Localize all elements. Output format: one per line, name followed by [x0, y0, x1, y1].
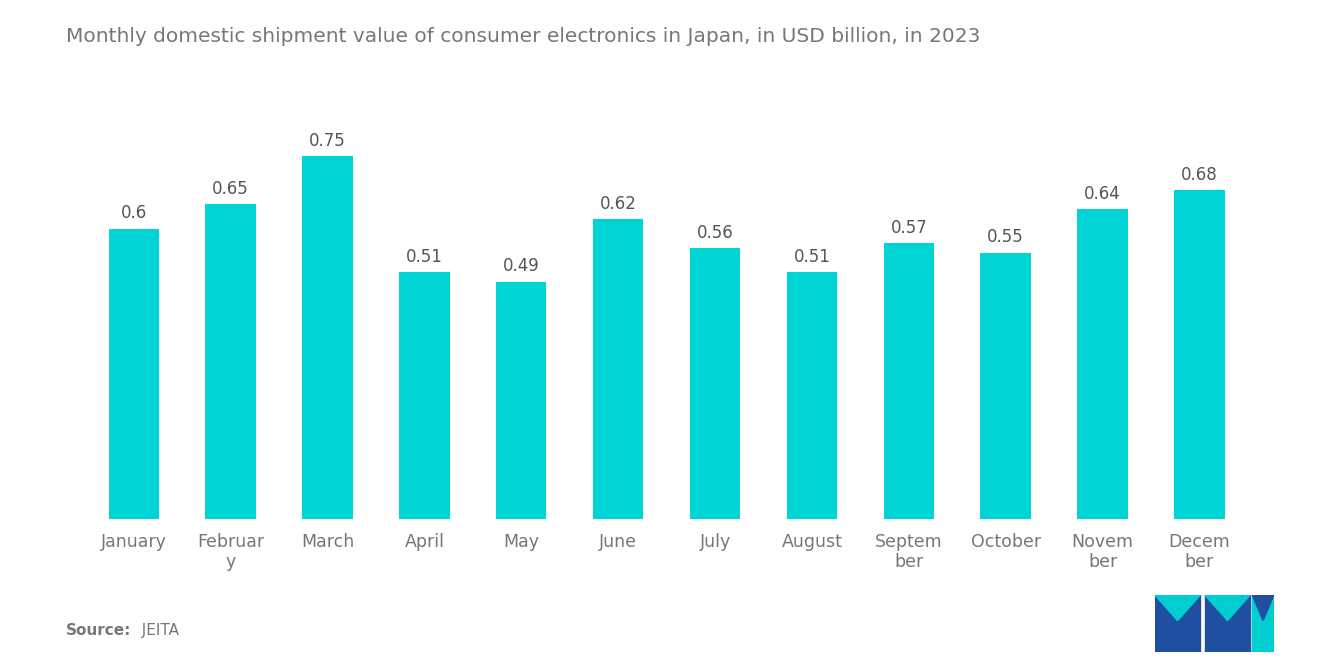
- Text: Monthly domestic shipment value of consumer electronics in Japan, in USD billion: Monthly domestic shipment value of consu…: [66, 27, 981, 46]
- Polygon shape: [1205, 595, 1250, 620]
- Polygon shape: [1205, 595, 1250, 652]
- Bar: [206, 204, 256, 519]
- Bar: [1077, 209, 1127, 519]
- Text: 0.57: 0.57: [891, 219, 927, 237]
- Text: 0.62: 0.62: [599, 195, 636, 213]
- Text: 0.64: 0.64: [1084, 185, 1121, 203]
- Bar: [108, 229, 158, 519]
- Bar: [787, 272, 837, 519]
- Polygon shape: [1155, 595, 1200, 620]
- Bar: [1175, 190, 1225, 519]
- Polygon shape: [1155, 595, 1200, 652]
- Text: Source:: Source:: [66, 623, 132, 638]
- Bar: [690, 248, 741, 519]
- Bar: [496, 282, 546, 519]
- Text: 0.51: 0.51: [793, 248, 830, 266]
- Bar: [302, 156, 352, 519]
- Bar: [883, 243, 935, 519]
- Bar: [399, 272, 450, 519]
- Text: 0.68: 0.68: [1181, 166, 1218, 184]
- Text: 0.51: 0.51: [407, 248, 442, 266]
- Text: 0.49: 0.49: [503, 257, 540, 275]
- Text: 0.65: 0.65: [213, 180, 249, 198]
- Polygon shape: [1253, 595, 1274, 620]
- Polygon shape: [1253, 595, 1274, 652]
- Text: 0.75: 0.75: [309, 132, 346, 150]
- Text: 0.6: 0.6: [120, 204, 147, 222]
- Text: 0.55: 0.55: [987, 228, 1024, 247]
- Text: JEITA: JEITA: [132, 623, 180, 638]
- Text: 0.56: 0.56: [697, 223, 734, 241]
- Bar: [593, 219, 643, 519]
- Bar: [981, 253, 1031, 519]
